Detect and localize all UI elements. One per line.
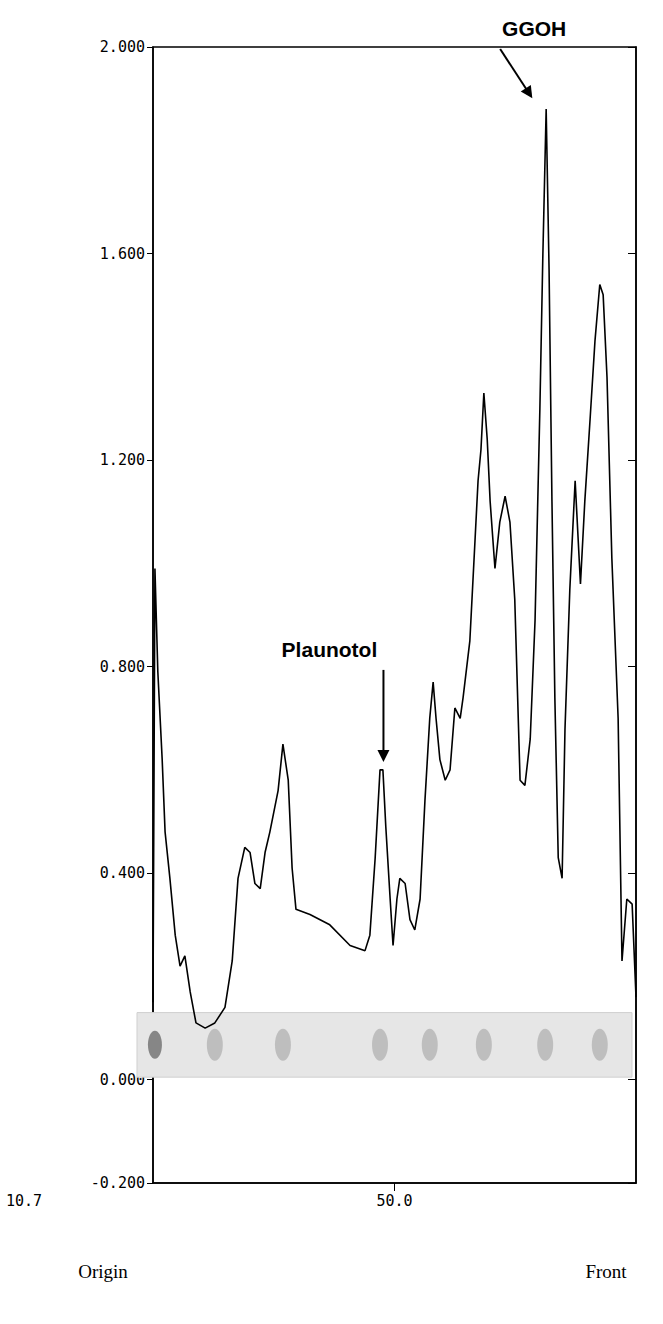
svg-text:Front: Front xyxy=(585,1261,627,1282)
svg-text:1.200: 1.200 xyxy=(100,451,145,469)
svg-text:Plaunotol: Plaunotol xyxy=(282,638,378,661)
svg-text:0.800: 0.800 xyxy=(100,658,145,676)
svg-text:50.0: 50.0 xyxy=(376,1192,412,1210)
svg-text:0.400: 0.400 xyxy=(100,864,145,882)
svg-text:GGOH: GGOH xyxy=(502,17,566,40)
svg-text:Origin: Origin xyxy=(78,1261,128,1282)
svg-text:-0.200: -0.200 xyxy=(91,1174,145,1192)
svg-text:1.600: 1.600 xyxy=(100,245,145,263)
svg-text:10.7: 10.7 xyxy=(6,1192,42,1210)
svg-text:0.000: 0.000 xyxy=(99,1070,145,1089)
svg-text:2.000: 2.000 xyxy=(100,38,145,56)
